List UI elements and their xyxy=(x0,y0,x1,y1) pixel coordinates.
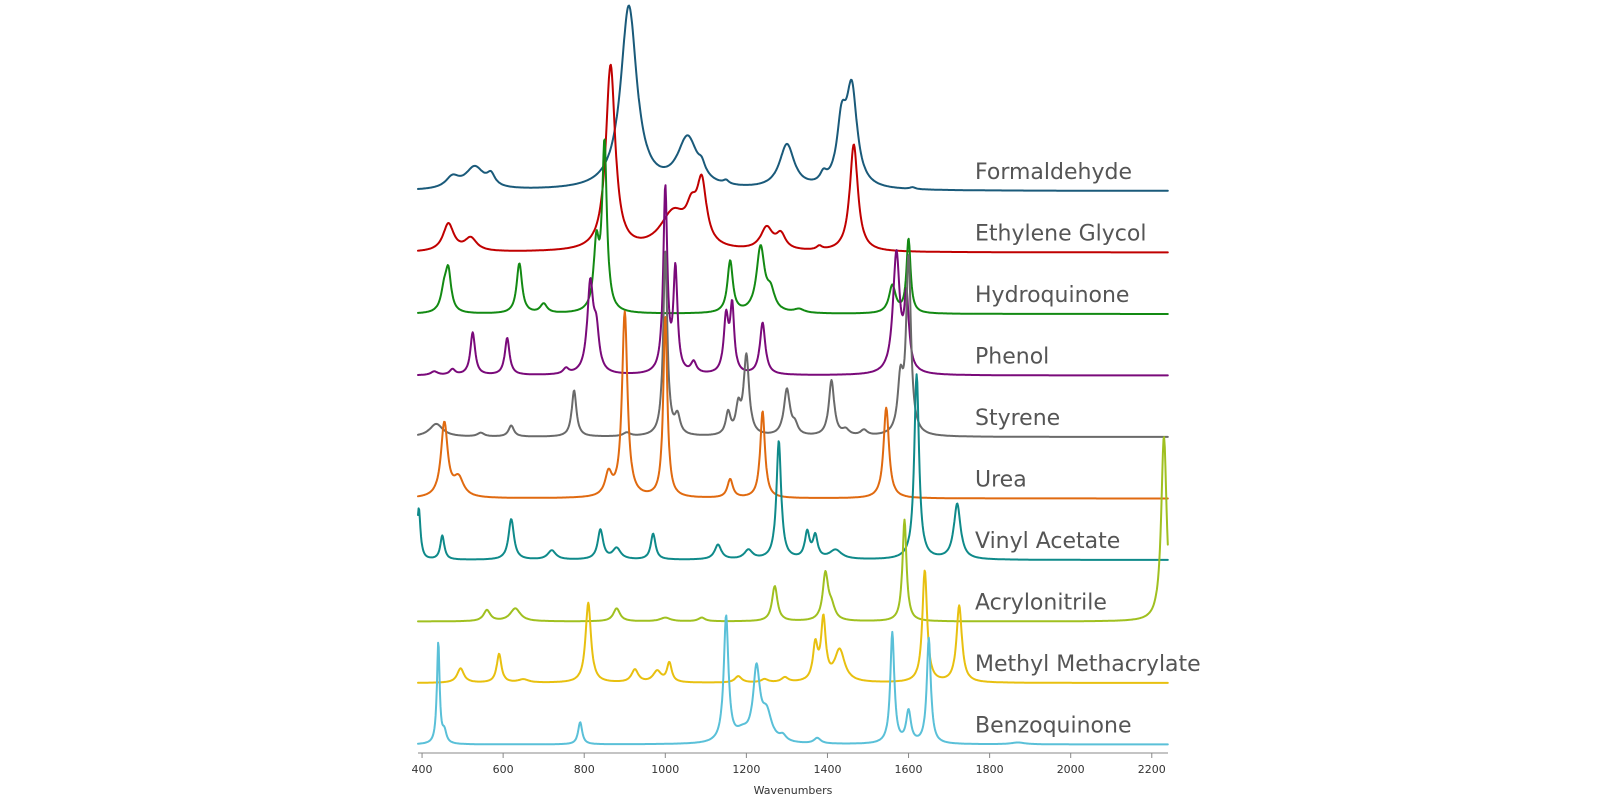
series-label: Styrene xyxy=(975,406,1060,431)
x-tick-label: 2200 xyxy=(1138,763,1166,776)
x-tick-label: 1800 xyxy=(976,763,1004,776)
x-tick-label: 1400 xyxy=(813,763,841,776)
spectrum-line-vinyl-acetate xyxy=(417,373,1169,561)
spectrum-line-ethylene-glycol xyxy=(417,63,1169,254)
spectrum-line-methyl-methacrylate xyxy=(417,569,1169,684)
x-axis-title: Wavenumbers xyxy=(754,784,833,797)
series-label: Benzoquinone xyxy=(975,714,1131,739)
series-label: Formaldehyde xyxy=(975,160,1132,185)
spectrum-line-phenol xyxy=(417,184,1169,377)
series-label: Urea xyxy=(975,468,1027,493)
spectrum-line-hydroquinone xyxy=(417,138,1169,315)
spectrum-line-urea xyxy=(417,310,1169,500)
x-tick-label: 600 xyxy=(493,763,514,776)
x-tick-label: 1600 xyxy=(895,763,923,776)
x-tick-label: 1200 xyxy=(732,763,760,776)
spectrum-line-benzoquinone xyxy=(417,614,1169,746)
series-label: Phenol xyxy=(975,345,1049,370)
series-label: Methyl Methacrylate xyxy=(975,652,1201,677)
series-label: Acrylonitrile xyxy=(975,591,1107,616)
x-tick-label: 2000 xyxy=(1057,763,1085,776)
series-label: Vinyl Acetate xyxy=(975,529,1120,554)
spectrum-line-acrylonitrile xyxy=(417,436,1169,623)
series-label: Hydroquinone xyxy=(975,283,1129,308)
x-tick-label: 400 xyxy=(412,763,433,776)
series-label: Ethylene Glycol xyxy=(975,222,1146,247)
spectrum-line-styrene xyxy=(417,250,1169,438)
x-tick-label: 1000 xyxy=(651,763,679,776)
spectrum-line-formaldehyde xyxy=(417,4,1169,192)
x-tick-label: 800 xyxy=(574,763,595,776)
